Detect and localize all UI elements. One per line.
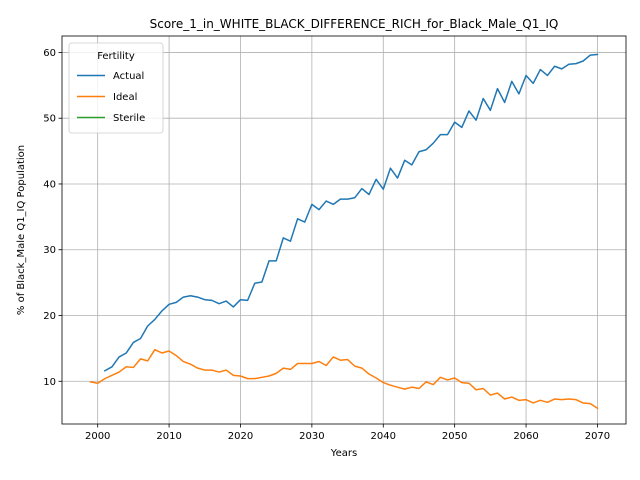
x-tick-label: 2050	[442, 431, 467, 442]
series-layer	[89, 53, 599, 410]
x-axis-label: Years	[330, 448, 357, 459]
x-tick-label: 2000	[85, 431, 110, 442]
legend-label-sterile: Sterile	[113, 113, 145, 124]
ticks: 2000 2010 2020 2030 2040 2050 2060 207010203040…	[43, 48, 610, 442]
x-tick-label: 2010	[156, 431, 181, 442]
legend-label-actual: Actual	[113, 71, 144, 82]
legend-items: Actual Ideal Sterile	[77, 71, 145, 124]
y-tick-label: 10	[43, 377, 56, 388]
series-line-ideal	[89, 348, 599, 410]
x-tick-label: 2030	[299, 431, 324, 442]
legend: Fertility Actual Ideal Sterile	[68, 42, 164, 134]
chart-title: Score_1_in_WHITE_BLACK_DIFFERENCE_RICH_f…	[150, 17, 559, 31]
x-tick-label: 2040	[371, 431, 396, 442]
y-tick-label: 60	[43, 48, 56, 59]
y-tick-label: 30	[43, 245, 56, 256]
grid	[62, 36, 626, 424]
legend-title: Fertility	[97, 51, 135, 62]
legend-box	[68, 42, 164, 134]
y-axis-label: % of Black_Male Q1_IQ Population	[16, 145, 27, 315]
y-tick-label: 20	[43, 311, 56, 322]
x-tick-label: 2060	[513, 431, 538, 442]
y-tick-label: 40	[43, 179, 56, 190]
axes-frame	[61, 35, 627, 425]
x-tick-label: 2070	[585, 431, 610, 442]
legend-label-ideal: Ideal	[113, 92, 137, 103]
y-tick-label: 50	[43, 114, 56, 125]
x-tick-label: 2020	[228, 431, 253, 442]
series-line-actual	[103, 53, 599, 372]
